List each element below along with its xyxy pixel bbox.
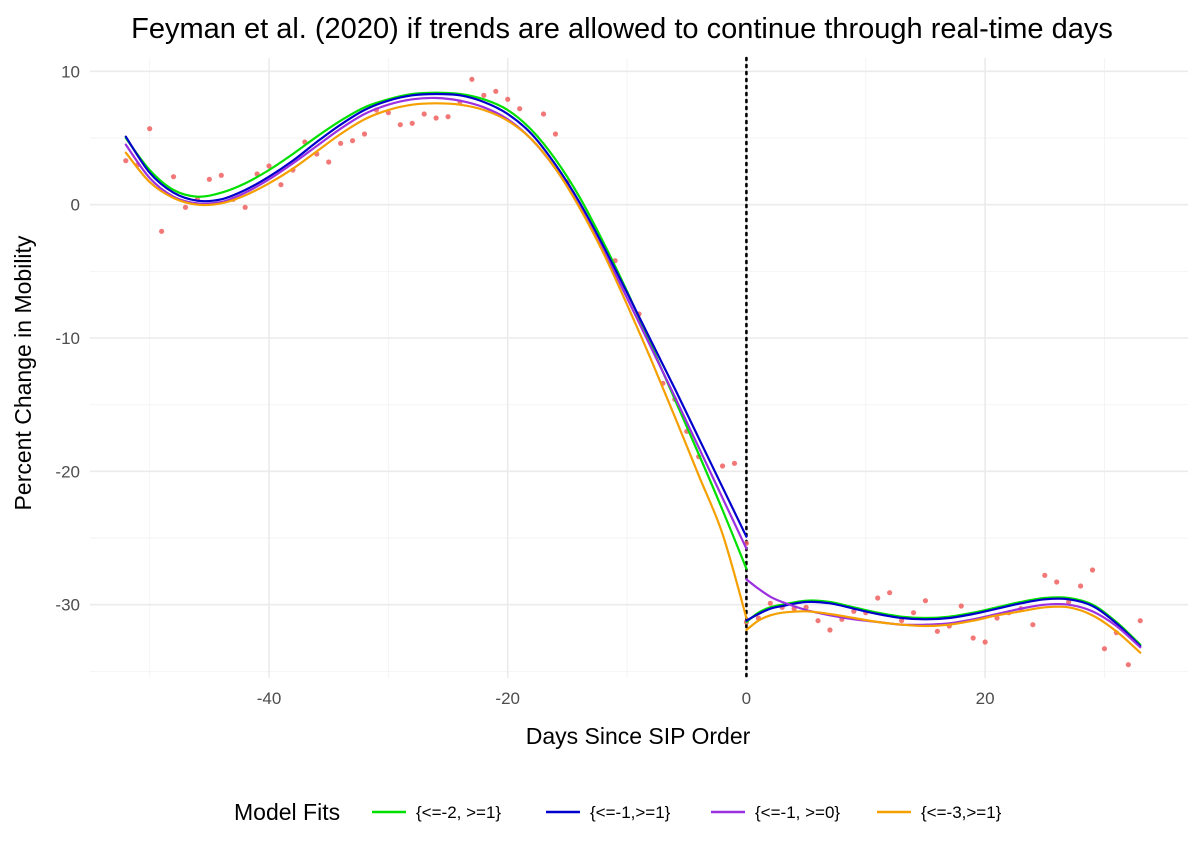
- legend: Model Fits {<=-2, >=1} {<=-1,>=1} {<=-1, >…: [234, 799, 1002, 825]
- y-tick-label: -30: [55, 596, 80, 615]
- data-point: [887, 590, 893, 596]
- observed-points: [123, 76, 1143, 668]
- data-point: [1054, 579, 1060, 585]
- data-point: [540, 111, 547, 117]
- data-point: [445, 114, 451, 120]
- data-point: [958, 603, 964, 609]
- legend-title: Model Fits: [234, 799, 340, 825]
- data-point: [1077, 583, 1084, 589]
- x-tick-label: -40: [257, 689, 282, 708]
- data-point: [206, 176, 212, 182]
- data-point: [767, 600, 773, 606]
- data-point: [493, 88, 499, 94]
- data-point: [338, 140, 344, 146]
- data-point: [481, 92, 487, 98]
- data-point: [970, 635, 976, 641]
- data-point: [469, 76, 475, 82]
- x-tick-label: 0: [742, 689, 751, 708]
- data-point: [731, 460, 738, 466]
- data-point: [1030, 622, 1036, 628]
- data-point: [218, 172, 224, 178]
- data-point: [409, 120, 415, 126]
- data-point: [898, 618, 905, 624]
- series-line-1-post: [745, 596, 1142, 646]
- data-point: [397, 122, 403, 128]
- data-point: [182, 204, 189, 210]
- series-line-3-post: [745, 578, 1142, 649]
- axis-ticks: -40 -20 0 20 10 0 -10 -20 -30: [55, 62, 994, 708]
- data-point: [1066, 599, 1072, 605]
- data-point: [326, 159, 332, 165]
- data-point: [1125, 662, 1131, 668]
- legend-label: {<=-1, >=0}: [755, 803, 840, 822]
- series-line-4-pre: [124, 102, 748, 620]
- grid: [90, 58, 1188, 678]
- y-tick-label: -20: [55, 462, 80, 481]
- data-point: [266, 163, 272, 169]
- data-point: [421, 111, 427, 117]
- data-point: [1042, 572, 1048, 578]
- x-axis-title: Days Since SIP Order: [526, 723, 751, 749]
- data-point: [278, 182, 284, 188]
- y-tick-label: -10: [55, 329, 80, 348]
- data-point: [922, 598, 929, 604]
- data-point: [719, 463, 726, 469]
- data-point: [1101, 646, 1108, 652]
- data-point: [982, 639, 988, 645]
- data-point: [159, 228, 165, 234]
- data-point: [242, 204, 248, 210]
- legend-label: {<=-1,>=1}: [590, 803, 671, 822]
- data-point: [147, 126, 153, 132]
- data-point: [827, 627, 833, 633]
- series-line-3-pre: [124, 96, 748, 550]
- data-point: [349, 138, 356, 144]
- x-tick-label: -20: [495, 689, 520, 708]
- series-line-1-pre: [124, 91, 748, 570]
- data-point: [934, 628, 940, 634]
- data-point: [505, 96, 511, 102]
- series-line-2-post: [745, 597, 1142, 648]
- data-point: [552, 131, 559, 137]
- y-axis-title: Percent Change in Mobility: [10, 235, 36, 510]
- data-point: [910, 610, 917, 616]
- data-point: [815, 618, 821, 624]
- series-line-2-pre: [124, 92, 748, 538]
- y-tick-label: 0: [71, 196, 80, 215]
- data-point: [1137, 618, 1143, 624]
- data-point: [875, 595, 881, 601]
- data-point: [361, 131, 368, 137]
- model-fit-lines: [124, 91, 1142, 654]
- chart-title: Feyman et al. (2020) if trends are allow…: [131, 13, 1113, 45]
- data-point: [123, 158, 129, 164]
- data-point: [170, 174, 177, 180]
- x-tick-label: 20: [976, 689, 995, 708]
- legend-label: {<=-3,>=1}: [921, 803, 1002, 822]
- y-tick-label: 10: [61, 62, 80, 81]
- data-point: [517, 106, 523, 112]
- data-point: [433, 115, 439, 121]
- series-line-4-post: [745, 605, 1142, 654]
- data-point: [1089, 567, 1096, 573]
- legend-label: {<=-2, >=1}: [416, 803, 501, 822]
